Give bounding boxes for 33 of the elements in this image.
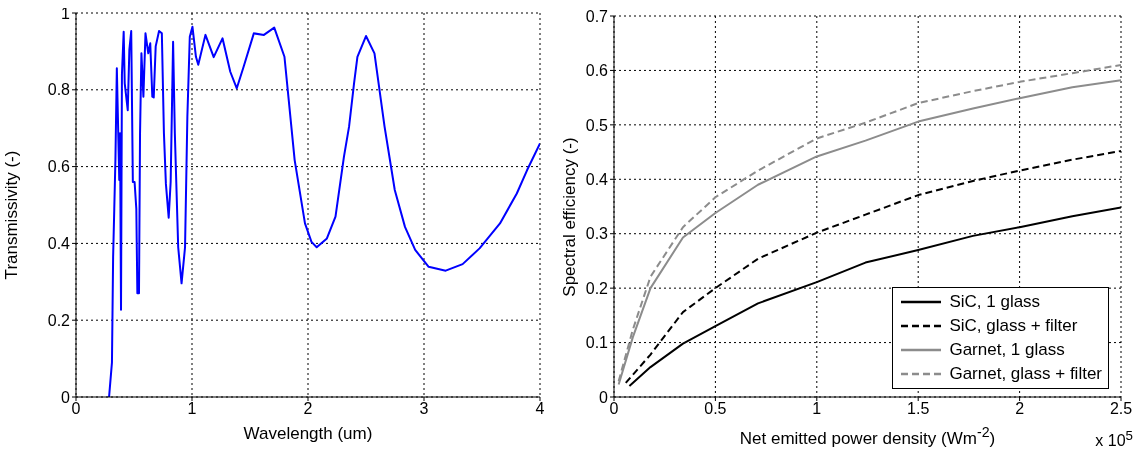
- y-tick-label: 0.3: [585, 225, 609, 243]
- y-tick-label: 0.6: [47, 158, 71, 176]
- x-tick-label: 2: [303, 400, 313, 418]
- y-tick-label: 0.6: [585, 62, 609, 80]
- y-tick-label: 0: [599, 388, 609, 406]
- x-axis-title: Wavelength (um): [242, 424, 374, 444]
- legend-label: Garnet, glass + filter: [949, 363, 1102, 385]
- y-tick-label: 0: [61, 388, 71, 406]
- x-tick-label: 0.5: [704, 400, 727, 418]
- line-series: [108, 25, 540, 397]
- y-tick-label: 0.4: [585, 170, 609, 188]
- y-tick-label: 0.1: [585, 334, 609, 352]
- y-tick-label: 1: [61, 4, 71, 22]
- legend-label: Garnet, 1 glass: [949, 339, 1065, 361]
- legend-label: SiC, glass + filter: [949, 315, 1078, 337]
- x-tick-label: 1: [812, 400, 822, 418]
- x-tick-label: 2.5: [1109, 400, 1133, 418]
- text: x 10$^{5}$: [1095, 428, 1133, 451]
- y-axis-title: Transmissivity (-): [2, 150, 22, 280]
- x-axis-title: Net emitted power density (Wm$^{-2}$): [739, 424, 996, 448]
- legend-label: SiC, 1 glass: [949, 291, 1041, 313]
- x-tick-label: 1.5: [907, 400, 930, 418]
- y-tick-label: 0.5: [585, 116, 609, 134]
- x-tick-label: 2: [1015, 400, 1025, 418]
- y-tick-label: 0.2: [47, 311, 71, 329]
- y-axis-title: Spectral efficiency (-): [560, 136, 580, 297]
- y-tick-label: 0.8: [47, 81, 71, 99]
- x-tick-label: 4: [535, 400, 545, 418]
- y-tick-label: 0.4: [47, 235, 71, 253]
- x-tick-label: 3: [419, 400, 429, 418]
- x-tick-label: 1: [187, 400, 197, 418]
- y-tick-label: 0.2: [585, 279, 609, 297]
- y-tick-label: 0.7: [585, 7, 609, 25]
